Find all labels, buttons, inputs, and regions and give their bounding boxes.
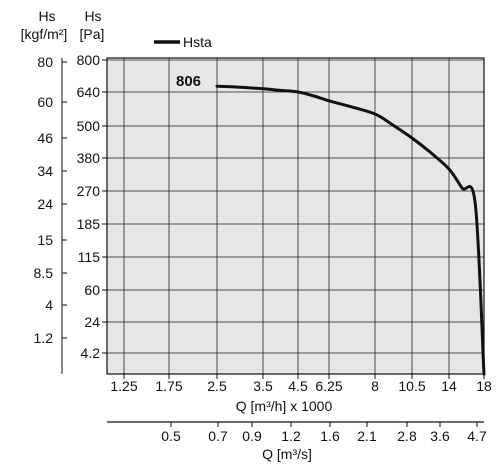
left-axis-ticks: 80 60 46 34 24 15 8.5 4 1.2 [34,54,67,374]
kgf-tick-label: 46 [37,130,53,146]
q-m3s-tick-label: 3.6 [430,428,450,444]
pa-tick-label: 640 [77,84,101,100]
kgf-tick-label: 15 [37,232,53,248]
hsta-series-line [215,84,486,376]
q-m3h-tick-label: 14 [441,378,457,394]
right-axis-label-top: Hs [84,8,101,24]
x-axis-bottom-label: Q [m³/s] [262,446,312,462]
q-m3s-tick-label: 0.5 [161,428,181,444]
q-m3s-tick-label: 0.7 [208,428,228,444]
kgf-tick-label: 60 [37,94,53,110]
left-axis-label-top: Hs [38,8,55,24]
kgf-tick-label: 8.5 [34,265,54,281]
q-m3h-tick-label: 1.75 [155,378,182,394]
pa-tick-label: 4.2 [81,345,101,361]
kgf-tick-label: 24 [37,196,53,212]
q-m3h-tick-label: 8 [371,378,379,394]
legend-label: Hsta [183,34,212,50]
plot-area [107,58,484,374]
kgf-tick-label: 34 [37,163,53,179]
left-axis-label-unit: [kgf/m²] [21,26,68,42]
q-m3s-tick-label: 2.8 [397,428,417,444]
right-axis-ticks: 800 640 500 380 270 185 115 60 24 4.2 [77,52,107,361]
q-m3h-tick-label: 4.5 [288,378,308,394]
pa-tick-label: 60 [84,282,100,298]
q-m3s-tick-label: 4.7 [467,428,487,444]
pa-tick-label: 24 [84,314,100,330]
x-axis-top-label: Q [m³/h] x 1000 [236,398,333,414]
pa-tick-label: 380 [77,150,101,166]
pa-tick-label: 800 [77,52,101,68]
x-axis-top-ticks: 1.25 1.75 2.5 3.5 4.5 6.25 8 10.5 14 18 [110,374,492,394]
pa-tick-label: 270 [77,183,101,199]
grid-lines [107,58,484,374]
q-m3s-tick-label: 0.9 [242,428,262,444]
x-axis-bottom-ticks: 0.5 0.7 0.9 1.2 1.6 2.1 2.8 3.6 4.7 [161,422,487,444]
q-m3h-tick-label: 2.5 [207,378,227,394]
kgf-tick-label: 1.2 [34,330,54,346]
q-m3h-tick-label: 1.25 [110,378,137,394]
pa-tick-label: 185 [77,216,101,232]
q-m3s-tick-label: 1.6 [320,428,340,444]
q-m3s-tick-label: 2.1 [357,428,377,444]
q-m3h-tick-label: 18 [476,378,492,394]
plot-frame [106,57,485,375]
right-axis-label-unit: [Pa] [80,26,105,42]
kgf-tick-label: 80 [37,54,53,70]
pa-tick-label: 500 [77,118,101,134]
q-m3h-tick-label: 10.5 [398,378,425,394]
q-m3h-tick-label: 6.25 [315,378,342,394]
pa-tick-label: 115 [78,249,101,265]
model-annotation: 806 [176,73,201,90]
q-m3h-tick-label: 3.5 [253,378,273,394]
kgf-tick-label: 4 [45,297,53,313]
q-m3s-tick-label: 1.2 [281,428,301,444]
